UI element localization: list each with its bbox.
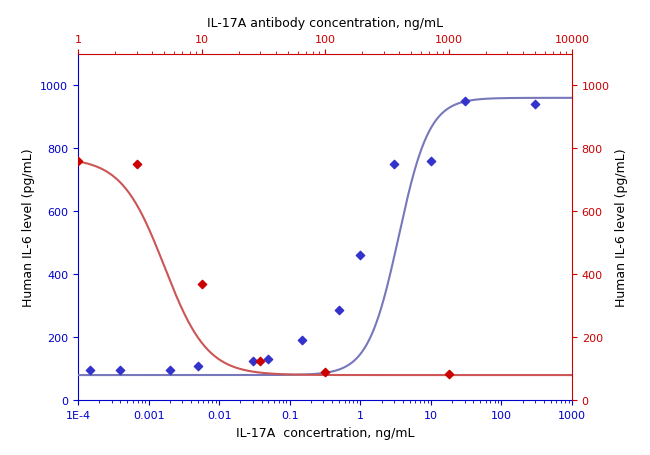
Point — [530, 101, 540, 109]
Point — [426, 158, 436, 165]
Point — [132, 161, 142, 168]
Point — [334, 307, 345, 314]
Point — [460, 98, 470, 106]
Point — [263, 356, 274, 363]
Point — [248, 358, 258, 365]
Point — [443, 370, 454, 377]
Point — [73, 158, 83, 165]
Point — [196, 280, 207, 288]
Point — [115, 367, 125, 374]
Y-axis label: Human IL-6 level (pg/mL): Human IL-6 level (pg/mL) — [616, 148, 629, 307]
Point — [355, 252, 365, 259]
Point — [192, 362, 203, 369]
Point — [389, 161, 399, 168]
Point — [85, 367, 96, 374]
Point — [297, 337, 307, 344]
Y-axis label: Human IL-6 level (pg/mL): Human IL-6 level (pg/mL) — [21, 148, 34, 307]
Point — [255, 358, 266, 365]
Point — [320, 369, 330, 376]
X-axis label: IL-17A  concertration, ng/mL: IL-17A concertration, ng/mL — [236, 425, 414, 439]
Point — [164, 367, 175, 374]
X-axis label: IL-17A antibody concentration, ng/mL: IL-17A antibody concentration, ng/mL — [207, 17, 443, 30]
